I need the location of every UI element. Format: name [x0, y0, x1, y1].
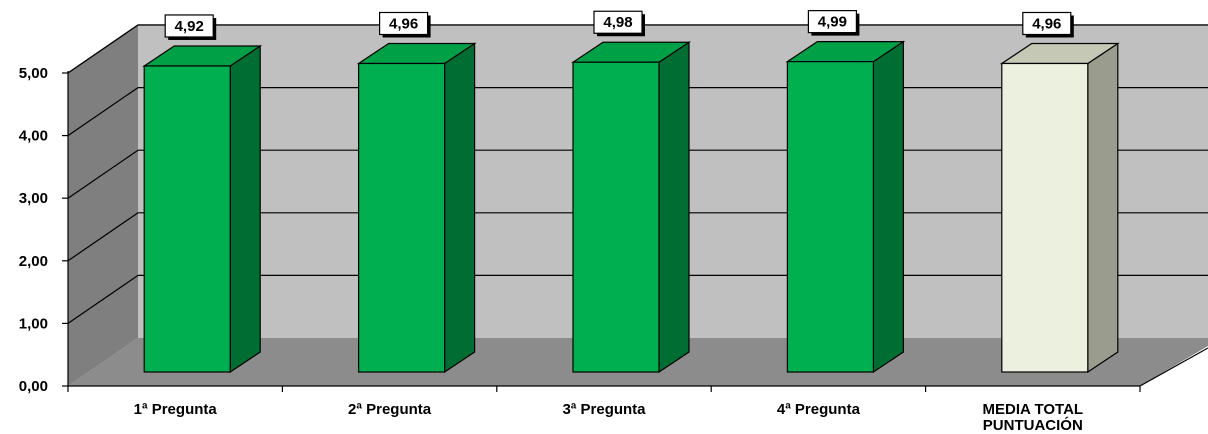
bars [142, 40, 1120, 374]
data-label-box-3 [593, 10, 643, 34]
bar-1 [142, 44, 263, 374]
data-label-2: 4,96 [379, 11, 431, 38]
data-label-text-1: 4,92 [175, 18, 204, 35]
bar-front-3 [572, 61, 660, 373]
data-label-text-5: 4,96 [1032, 15, 1061, 32]
bar-side-2 [444, 42, 476, 374]
gridline-side-5 [67, 24, 139, 74]
axes [62, 71, 1141, 392]
bar-4 [785, 40, 906, 374]
category-label-2: 2ª Pregunta [348, 401, 432, 418]
y-tick-label-2: 2,00 [19, 253, 48, 270]
bar-front-4 [786, 61, 875, 373]
bar-side-3 [658, 41, 690, 374]
data-label-4: 4,99 [807, 10, 860, 36]
gridline-side-4 [67, 87, 139, 137]
y-tick-label-5: 5,00 [19, 65, 48, 82]
category-labels: 1ª Pregunta 2ª Pregunta 3ª Pregunta 4ª Preg… [134, 401, 1083, 434]
gridline-side-3 [67, 149, 139, 199]
category-label-line-3-1: 3ª Pregunta [562, 401, 646, 418]
data-label-text-2: 4,96 [389, 15, 418, 32]
bar-front-2 [358, 62, 446, 373]
y-tick-label-3: 3,00 [19, 190, 48, 207]
floor-edge [1139, 347, 1208, 387]
bar-side-5 [1087, 42, 1119, 374]
bar-3 [571, 41, 691, 374]
category-label-line-1-1: 1ª Pregunta [134, 401, 218, 418]
bar-side-4 [872, 40, 905, 374]
bar-side-1 [229, 44, 261, 374]
data-label-text-4: 4,99 [818, 14, 847, 31]
category-label-3: 3ª Pregunta [562, 401, 646, 418]
category-label-1: 1ª Pregunta [134, 401, 218, 418]
category-label-line-2-1: 2ª Pregunta [348, 401, 432, 418]
bar-5 [999, 42, 1120, 374]
category-label-4: 4ª Pregunta [777, 401, 861, 418]
category-label-line-5-1: MEDIA TOTAL [983, 401, 1084, 418]
y-tick-label-0: 0,00 [19, 378, 48, 395]
gridline-side-1 [67, 274, 139, 324]
category-label-5: MEDIA TOTAL PUNTUACIÓN [983, 401, 1084, 434]
data-label-box-5 [1022, 11, 1072, 36]
category-label-line-4-1: 4ª Pregunta [777, 401, 861, 418]
data-label-1: 4,92 [164, 14, 217, 40]
data-label-box-4 [807, 10, 858, 34]
data-label-3: 4,98 [593, 10, 645, 37]
data-labels: 4,92 4,96 4,98 4,99 4,96 [164, 10, 1074, 40]
bar-front-5 [1001, 62, 1089, 373]
bar-front-1 [143, 65, 231, 373]
y-tick-labels: 0,00 1,00 2,00 3,00 4,00 5,00 [19, 65, 48, 395]
data-label-text-3: 4,98 [603, 14, 632, 31]
data-label-box-2 [379, 11, 429, 36]
data-label-5: 4,96 [1022, 11, 1074, 38]
bar-2 [356, 42, 477, 374]
category-label-line-5-2: PUNTUACIÓN [983, 416, 1083, 434]
gridline-side-2 [67, 212, 139, 262]
side-wall [68, 24, 138, 386]
y-tick-label-4: 4,00 [19, 128, 48, 145]
data-label-box-1 [164, 14, 214, 38]
y-tick-label-1: 1,00 [19, 315, 48, 332]
